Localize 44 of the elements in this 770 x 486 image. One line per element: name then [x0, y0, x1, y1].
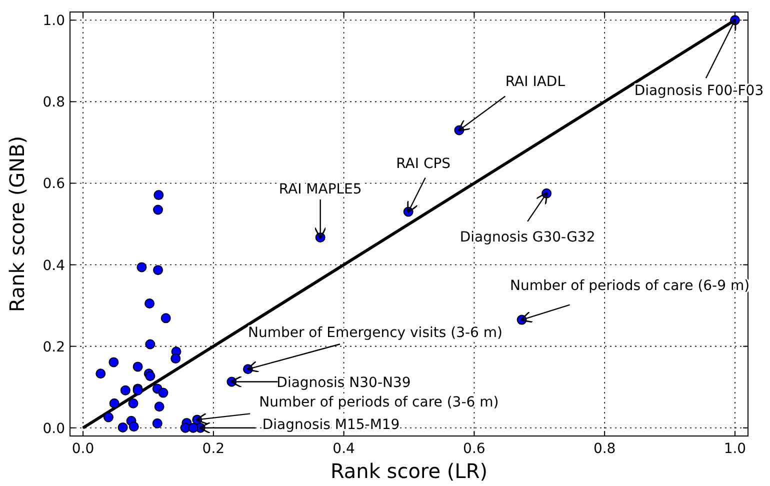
point [136, 262, 147, 272]
annotation: RAI MAPLE5 [278, 181, 362, 198]
point [154, 190, 164, 200]
point [118, 422, 128, 432]
annotation: Diagnosis G30-G32 [460, 229, 596, 246]
x-tick-label: 0.4 [332, 441, 356, 457]
x-tick-label: 1.0 [724, 441, 746, 457]
x-tick-label: 0.6 [463, 441, 486, 457]
point [152, 418, 162, 428]
point [153, 265, 164, 276]
point [108, 357, 119, 368]
x-axis-title: Rank score (LR) [330, 459, 488, 483]
x-tick-label: 0.0 [72, 441, 94, 457]
point [170, 354, 181, 364]
annotation: Diagnosis M15-M19 [262, 416, 400, 433]
y-tick-label: 0.8 [42, 94, 65, 111]
point [154, 402, 164, 412]
annotation: Diagnosis N30-N39 [276, 374, 411, 391]
y-axis-title: Rank score (GNB) [5, 136, 29, 312]
annotation: Number of periods of care (3-6 m) [259, 394, 499, 411]
point [188, 422, 198, 433]
point [160, 313, 171, 324]
point [145, 339, 156, 350]
point [120, 385, 130, 396]
point [128, 398, 138, 408]
y-tick-label: 1.0 [42, 13, 65, 30]
annotation: RAI IADL [505, 74, 566, 90]
y-tick-label: 0.4 [42, 258, 66, 274]
x-tick-label: 0.8 [593, 441, 616, 457]
y-tick-label: 0.2 [42, 339, 65, 356]
point [103, 412, 114, 422]
y-tick-label: 0.6 [42, 176, 66, 192]
point [153, 204, 164, 215]
point [144, 298, 155, 308]
point [145, 371, 156, 382]
x-tick-label: 0.2 [202, 441, 225, 457]
annotation: RAI CPS [396, 156, 451, 172]
y-tick-label: 0.0 [42, 420, 65, 437]
point [158, 388, 168, 398]
point [132, 362, 143, 372]
point [128, 422, 139, 432]
point [109, 398, 120, 408]
annotation: Number of Emergency visits (3-6 m) [248, 325, 502, 342]
point [96, 368, 106, 379]
